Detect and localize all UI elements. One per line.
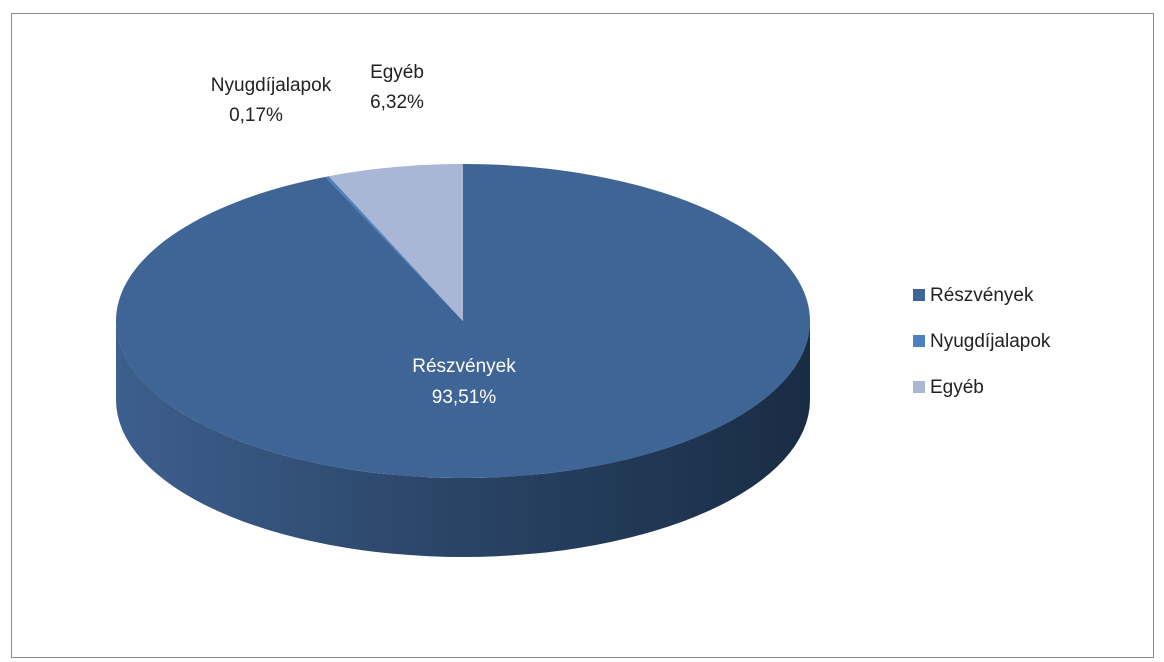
legend-item-egyeb: Egyéb xyxy=(930,377,984,398)
slice-egyeb xyxy=(328,164,463,321)
label-egyeb-name: Egyéb xyxy=(370,62,424,83)
pie-slices xyxy=(115,164,810,478)
label-reszvenyek-value: 93,51% xyxy=(432,387,497,408)
data-labels: Részvények 93,51% Nyugdíjalapok 0,17% Eg… xyxy=(211,62,516,408)
legend-swatch-nyugdijalapok xyxy=(913,335,925,347)
slice-reszvenyek xyxy=(115,164,810,478)
legend-item-reszvenyek: Részvények xyxy=(930,285,1034,306)
label-egyeb-value: 6,32% xyxy=(370,92,424,113)
legend-swatch-egyeb xyxy=(913,381,925,393)
legend-item-nyugdijalapok: Nyugdíjalapok xyxy=(930,331,1051,352)
pie-side-wall xyxy=(116,321,810,557)
slice-nyugdijalapok xyxy=(325,176,463,321)
label-nyugdijalapok-value: 0,17% xyxy=(229,105,283,126)
legend: Részvények Nyugdíjalapok Egyéb xyxy=(913,285,1051,398)
legend-swatch-reszvenyek xyxy=(913,289,925,301)
label-reszvenyek-name: Részvények xyxy=(412,356,516,377)
label-nyugdijalapok-name: Nyugdíjalapok xyxy=(211,75,332,96)
